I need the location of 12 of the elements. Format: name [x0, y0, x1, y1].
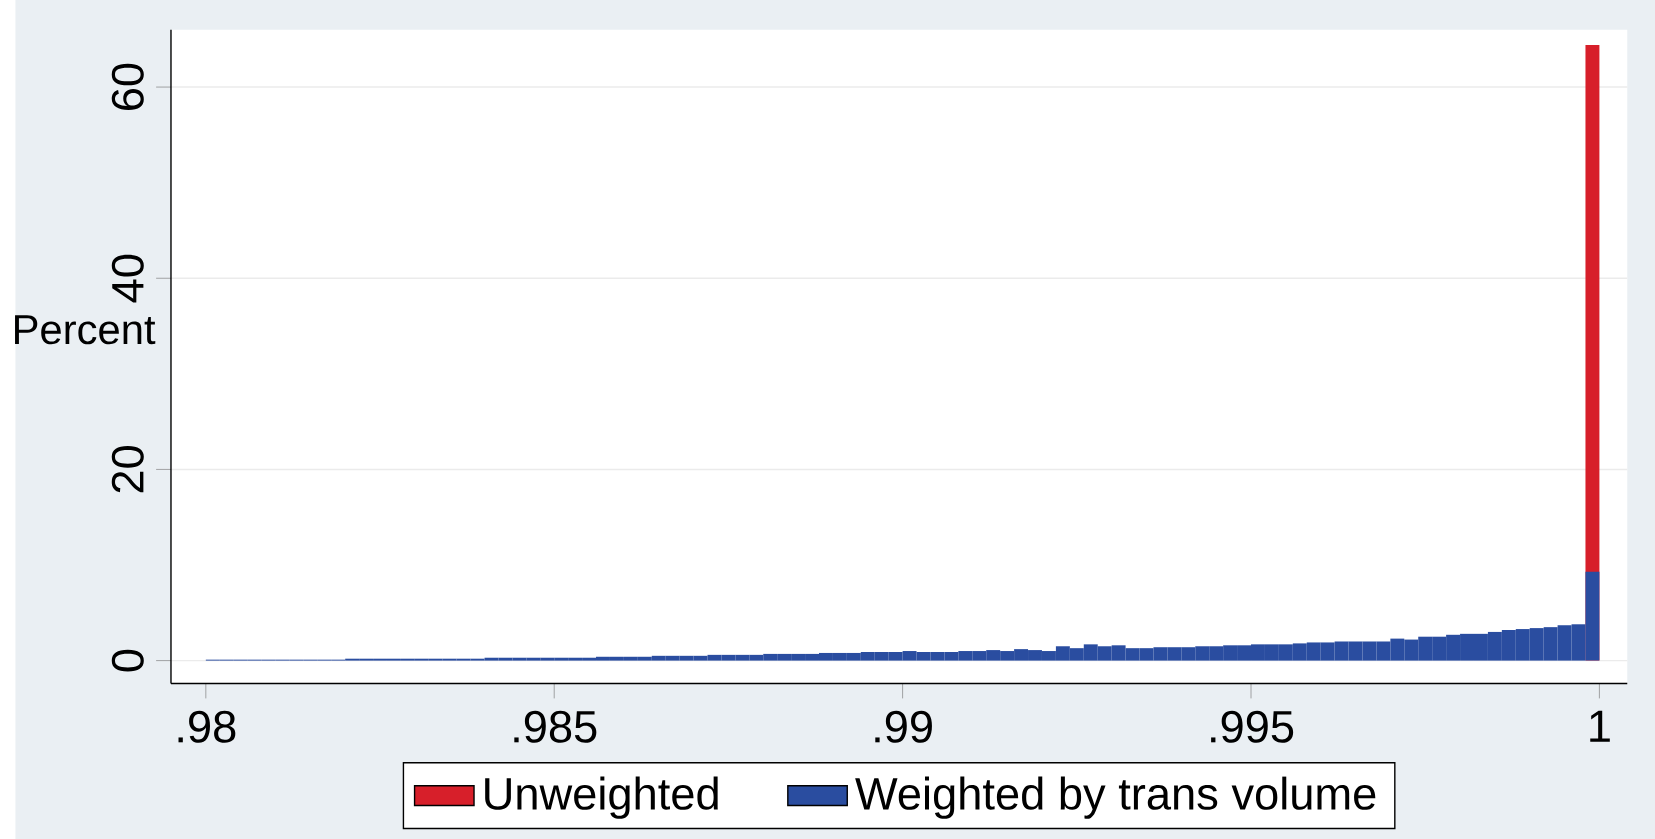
y-tick-label: 0: [111, 649, 144, 672]
y-tick-label: 20: [111, 445, 144, 493]
y-axis-title: Percent: [15, 315, 156, 345]
legend-label: Weighted by trans volume: [855, 776, 1376, 819]
y-tick-label: 60: [111, 63, 144, 110]
x-tick-label: .995: [1211, 710, 1294, 743]
legend-label: Unweighted: [485, 776, 718, 819]
x-tick-label: .98: [178, 710, 236, 743]
y-tick-label: 40: [111, 254, 144, 303]
x-tick-label: 1: [1590, 710, 1610, 742]
x-tick-label: .985: [514, 710, 597, 743]
x-tick-label: .99: [875, 710, 932, 743]
